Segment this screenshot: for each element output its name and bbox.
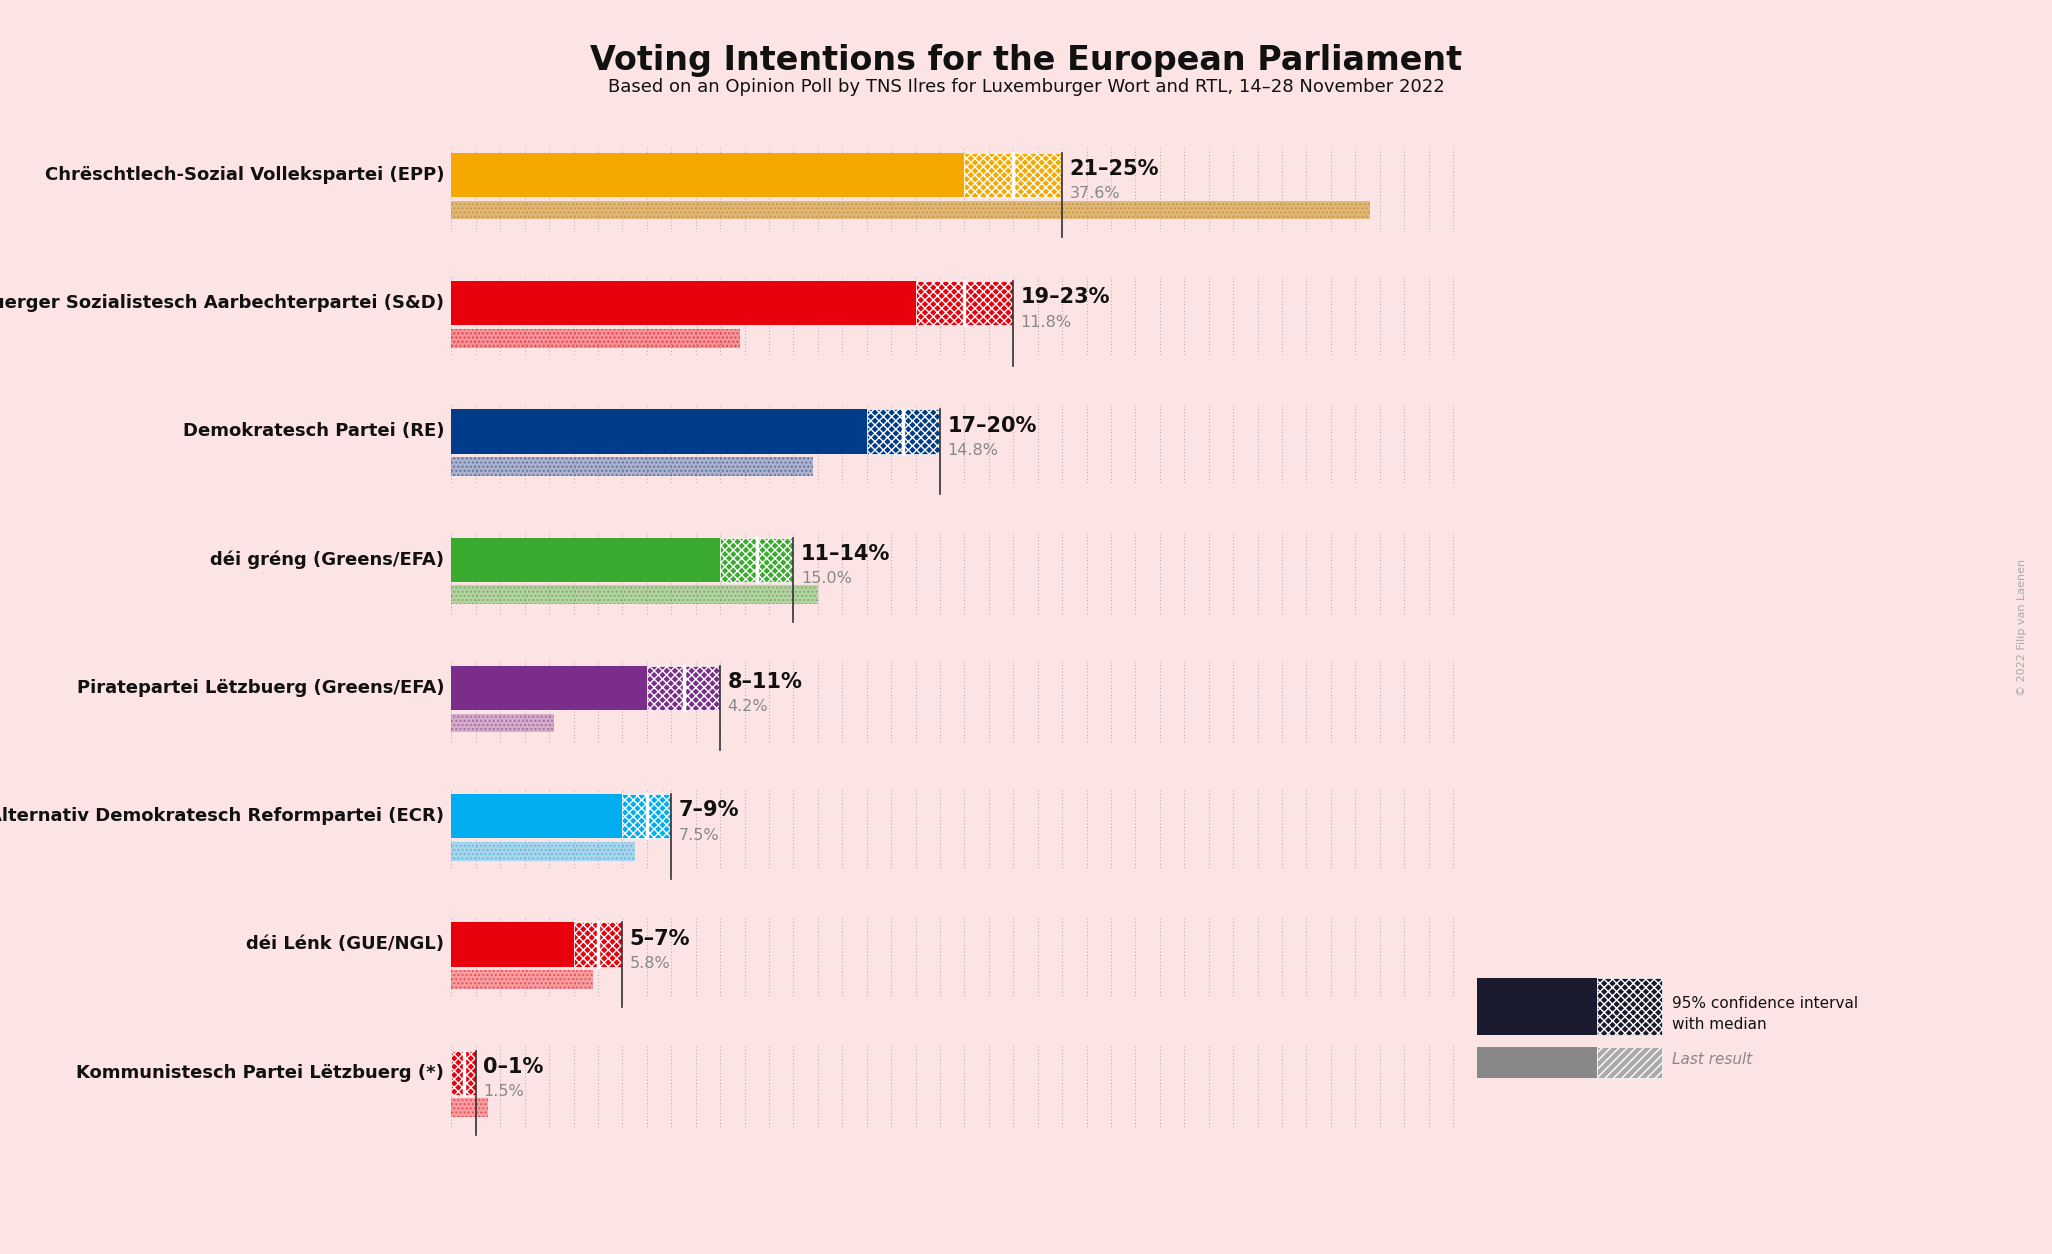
Bar <box>720 538 794 582</box>
Text: 4.2%: 4.2% <box>728 700 767 715</box>
Bar <box>451 714 554 732</box>
Bar <box>451 458 813 477</box>
Text: Chrëschtlech-Sozial Vollekspartei (EPP): Chrëschtlech-Sozial Vollekspartei (EPP) <box>45 166 443 184</box>
Bar <box>451 841 634 860</box>
Bar <box>451 922 575 967</box>
Bar <box>451 201 1371 219</box>
Text: 37.6%: 37.6% <box>1069 187 1120 202</box>
Bar <box>451 714 554 732</box>
Text: Kommunistesch Partei Lëtzbuerg (*): Kommunistesch Partei Lëtzbuerg (*) <box>76 1063 443 1082</box>
Bar <box>915 281 1014 326</box>
Text: Last result: Last result <box>1672 1052 1752 1067</box>
Text: Based on an Opinion Poll by TNS Ilres for Luxemburger Wort and RTL, 14–28 Novemb: Based on an Opinion Poll by TNS Ilres fo… <box>607 78 1445 95</box>
Text: déi Lénk (GUE/NGL): déi Lénk (GUE/NGL) <box>246 935 443 953</box>
Text: 7.5%: 7.5% <box>679 828 720 843</box>
Bar <box>451 971 593 989</box>
Text: 21–25%: 21–25% <box>1069 159 1159 179</box>
Bar <box>964 153 1063 197</box>
Bar <box>451 971 593 989</box>
Text: Voting Intentions for the European Parliament: Voting Intentions for the European Parli… <box>589 44 1463 76</box>
Text: 17–20%: 17–20% <box>948 415 1036 435</box>
Text: Alternativ Demokratesch Reformpartei (ECR): Alternativ Demokratesch Reformpartei (EC… <box>0 808 443 825</box>
Text: Demokratesch Partei (RE): Demokratesch Partei (RE) <box>183 423 443 440</box>
Bar <box>451 1099 488 1117</box>
Bar <box>646 666 720 710</box>
Text: 14.8%: 14.8% <box>948 443 999 458</box>
Bar <box>451 201 1371 219</box>
Text: 8–11%: 8–11% <box>728 672 802 692</box>
Bar <box>451 1099 488 1117</box>
Bar <box>451 841 634 860</box>
Bar <box>451 153 964 197</box>
Bar <box>451 409 866 454</box>
Bar <box>451 586 819 604</box>
Text: déi gréng (Greens/EFA): déi gréng (Greens/EFA) <box>209 551 443 569</box>
Text: 0–1%: 0–1% <box>482 1057 544 1077</box>
Text: 15.0%: 15.0% <box>800 571 852 586</box>
Bar <box>575 922 622 967</box>
Text: Piratepartei Lëtzbuerg (Greens/EFA): Piratepartei Lëtzbuerg (Greens/EFA) <box>76 678 443 697</box>
Text: 5–7%: 5–7% <box>630 928 689 948</box>
Text: 19–23%: 19–23% <box>1020 287 1110 307</box>
Text: 7–9%: 7–9% <box>679 800 739 820</box>
Text: 11–14%: 11–14% <box>800 544 891 564</box>
Text: Lëtzebuerger Sozialistesch Aarbechterpartei (S&D): Lëtzebuerger Sozialistesch Aarbechterpar… <box>0 295 443 312</box>
Bar <box>451 458 813 477</box>
Bar <box>451 666 646 710</box>
Text: 95% confidence interval: 95% confidence interval <box>1672 996 1859 1011</box>
Text: 11.8%: 11.8% <box>1020 315 1071 330</box>
Text: with median: with median <box>1672 1017 1767 1032</box>
Text: 5.8%: 5.8% <box>630 956 671 971</box>
Bar <box>866 409 940 454</box>
Text: © 2022 Filip van Laenen: © 2022 Filip van Laenen <box>2017 558 2027 696</box>
Text: 1.5%: 1.5% <box>482 1083 523 1099</box>
Bar <box>622 794 671 839</box>
Bar <box>451 538 720 582</box>
Bar <box>451 281 915 326</box>
Bar <box>451 329 739 347</box>
Bar <box>451 329 739 347</box>
Bar <box>451 1051 476 1095</box>
Bar <box>451 586 819 604</box>
Bar <box>451 794 622 839</box>
